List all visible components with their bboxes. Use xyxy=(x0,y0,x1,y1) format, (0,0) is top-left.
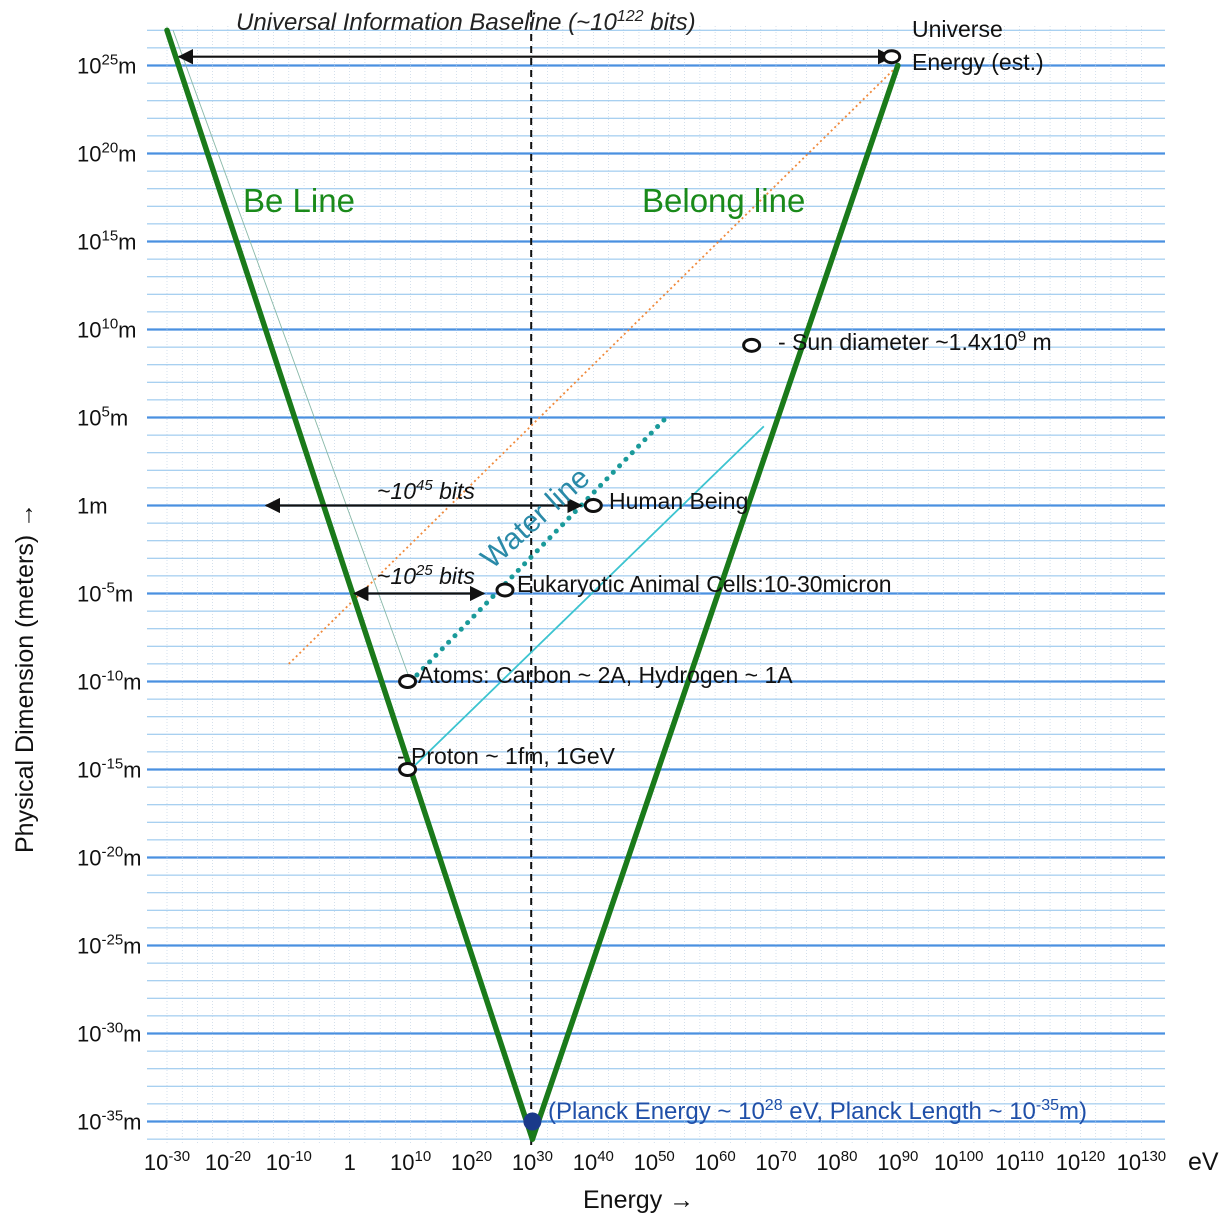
y-tick-label: 10-10m xyxy=(77,668,142,695)
eukaryotic-point xyxy=(495,582,515,598)
x-tick-label: 10-10 xyxy=(266,1148,312,1175)
x-tick-label: 1030 xyxy=(512,1148,553,1175)
x-tick-label: 1050 xyxy=(634,1148,675,1175)
chart-title: Universal Information Baseline (~10122 b… xyxy=(236,8,696,36)
sun-point xyxy=(742,337,762,353)
y-tick-label: 10-15m xyxy=(77,756,142,783)
planck-label: (Planck Energy ~ 1028 eV, Planck Length … xyxy=(548,1097,1087,1125)
x-tick-label: 1040 xyxy=(573,1148,614,1175)
atoms-point xyxy=(398,674,418,689)
diagonal-dotted-orange-line xyxy=(288,64,899,665)
x-tick-label: 1080 xyxy=(816,1148,857,1175)
y-tick-label: 1m xyxy=(77,494,108,519)
bits25-label: ~1025 bits xyxy=(377,562,475,589)
y-tick-label: 1015m xyxy=(77,228,137,255)
belong-line-label: Belong line xyxy=(642,182,805,219)
x-tick-label: 10110 xyxy=(995,1148,1043,1175)
x-tick-label: 10100 xyxy=(934,1148,984,1175)
universe-point xyxy=(882,49,902,65)
x-tick-labels: 10-30 10-20 10-10 1 1010 1020 1030 1040 1050 1060… xyxy=(144,1148,1166,1175)
thin-teal-line xyxy=(172,30,412,682)
y-tick-labels: 1025m 1020m 1015m 1010m 105m 1m 10-5m 10-10m 10-… xyxy=(77,52,142,1135)
bits45-label: ~1045 bits xyxy=(377,477,475,504)
x-tick-label: 10-30 xyxy=(144,1148,190,1175)
y-axis-title: Physical Dimension (meters) → xyxy=(11,503,39,853)
x-tick-label: 1090 xyxy=(877,1148,918,1175)
y-tick-label: 10-5m xyxy=(77,580,133,607)
x-tick-label: 1070 xyxy=(755,1148,796,1175)
y-tick-label: 10-25m xyxy=(77,932,142,959)
grid xyxy=(147,26,1165,1145)
x-unit-label: eV xyxy=(1188,1148,1219,1176)
human-being-label: Human Being xyxy=(609,488,748,514)
be-line-series xyxy=(164,27,536,1142)
proton-point xyxy=(398,762,418,777)
series-lines xyxy=(164,27,901,1142)
data-points xyxy=(398,49,902,1131)
x-tick-label: 10-20 xyxy=(205,1148,251,1175)
reference-lines xyxy=(172,10,899,1145)
y-tick-label: 1010m xyxy=(77,316,137,343)
sun-label: - Sun diameter ~1.4x109 m xyxy=(778,328,1052,355)
y-tick-label: 1020m xyxy=(77,140,137,167)
x-tick-label: 1 xyxy=(344,1150,356,1175)
human-point xyxy=(583,498,603,513)
y-tick-label: 10-20m xyxy=(77,844,142,871)
proton-label: - Proton ~ 1fm, 1GeV xyxy=(397,743,616,769)
water-line-series xyxy=(408,415,669,684)
x-tick-label: 1020 xyxy=(451,1148,492,1175)
x-tick-label: 10120 xyxy=(1056,1148,1106,1175)
x-tick-label: 10130 xyxy=(1117,1148,1167,1175)
eukaryotic-label: Eukaryotic Animal Cells:10-30micron xyxy=(517,571,892,597)
universe-label-1: Universe xyxy=(912,16,1003,42)
universe-label-2: Energy (est.) xyxy=(912,49,1044,75)
y-tick-label: 1025m xyxy=(77,52,137,79)
y-tick-label: 10-30m xyxy=(77,1020,142,1047)
be-line-label: Be Line xyxy=(243,182,355,219)
x-tick-label: 1060 xyxy=(695,1148,736,1175)
diagonal-cyan-line xyxy=(409,425,765,771)
x-axis-title: Energy → xyxy=(583,1186,694,1214)
y-tick-label: 105m xyxy=(77,404,128,431)
arrows xyxy=(177,49,894,602)
atoms-label: Atoms: Carbon ~ 2A, Hydrogen ~ 1A xyxy=(418,662,793,688)
planck-point xyxy=(523,1112,542,1131)
belong-line-series xyxy=(529,62,901,1142)
x-tick-label: 1010 xyxy=(390,1148,431,1175)
y-tick-label: 10-35m xyxy=(77,1108,142,1135)
